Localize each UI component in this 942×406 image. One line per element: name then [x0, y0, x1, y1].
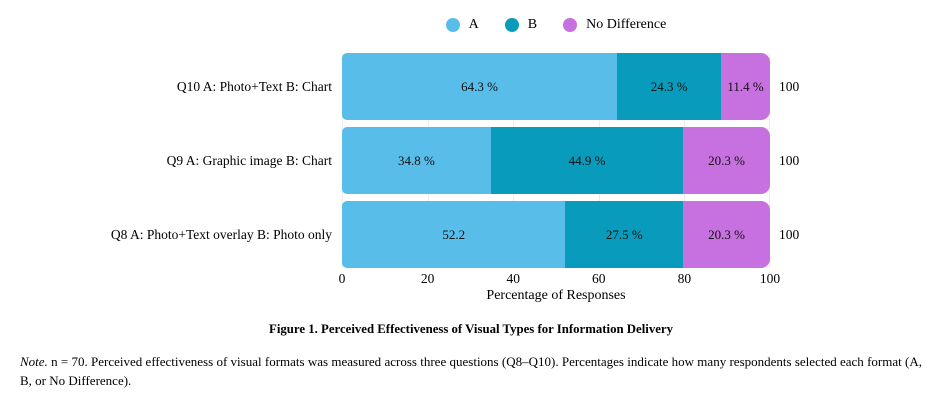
category-label: Q10 A: Photo+Text B: Chart [176, 78, 332, 94]
segment-value-label: 20.3 % [708, 152, 745, 168]
segment-value-label: 52.2 [442, 226, 466, 242]
x-tick-label: 0 [338, 271, 346, 286]
bar-segment-no-difference: 20.3 % [683, 201, 770, 268]
bar-segment-b: 44.9 % [490, 127, 684, 194]
stacked-bar-q9: 34.8 % 44.9 % 20.3 % [342, 127, 770, 194]
x-tick-label: 80 [677, 271, 692, 286]
category-label: Q8 A: Photo+Text overlay B: Photo only [110, 226, 332, 242]
legend-item-b: B [504, 17, 538, 32]
x-tick-label: 20 [420, 271, 435, 286]
x-axis-title: Percentage of Responses [486, 288, 626, 303]
bar-segment-b: 27.5 % [565, 201, 684, 268]
bar-row-q10: Q10 A: Photo+Text B: Chart 64.3 % 24.3 %… [0, 53, 860, 120]
segment-value-label: 24.3 % [650, 78, 688, 94]
note-text: n = 70. Perceived effectiveness of visua… [20, 354, 922, 389]
bar-row-q8: Q8 A: Photo+Text overlay B: Photo only 5… [0, 201, 860, 268]
bar-total-label: 100 [779, 152, 800, 168]
category-label: Q9 A: Graphic image B: Chart [166, 152, 332, 168]
bar-row-q9: Q9 A: Graphic image B: Chart 34.8 % 44.9… [0, 127, 860, 194]
figure-note: Note. n = 70. Perceived effectiveness of… [20, 352, 922, 390]
x-tick-label: 60 [592, 271, 606, 286]
x-axis-ticks: 0 20 40 60 80 100 [338, 271, 781, 288]
note-label: Note. [20, 354, 48, 369]
legend-swatch-no-difference-icon [563, 18, 578, 32]
legend-label: A [468, 17, 479, 32]
x-tick-label: 100 [759, 271, 781, 286]
bar-segment-no-difference: 11.4 % [721, 53, 770, 120]
segment-value-label: 27.5 % [605, 226, 643, 242]
bar-segment-a: 34.8 % [342, 127, 491, 194]
legend-item-a: A [445, 17, 479, 32]
bar-segment-no-difference: 20.3 % [683, 127, 770, 194]
stacked-bar-q8: 52.2 27.5 % 20.3 % [342, 201, 770, 268]
legend-item-no-difference: No Difference [563, 18, 666, 32]
bar-rows: Q10 A: Photo+Text B: Chart 64.3 % 24.3 %… [0, 53, 860, 268]
bar-total-label: 100 [779, 78, 800, 94]
chart-legend: A B No Difference [342, 14, 770, 36]
segment-value-label: 11.4 % [727, 78, 764, 94]
segment-value-label: 34.8 % [398, 152, 435, 168]
legend-label: No Difference [586, 17, 667, 32]
figure-caption: Figure 1. Perceived Effectiveness of Vis… [269, 322, 673, 336]
bar-segment-a: 64.3 % [342, 53, 618, 120]
bar-segment-b: 24.3 % [617, 53, 722, 120]
legend-label: B [527, 17, 538, 32]
legend-swatch-b-icon [504, 18, 519, 32]
legend-swatch-a-icon [445, 18, 460, 32]
segment-value-label: 64.3 % [461, 78, 499, 94]
x-tick-label: 40 [506, 271, 520, 286]
bar-segment-a: 52.2 [342, 201, 566, 268]
bar-total-label: 100 [779, 226, 800, 242]
segment-value-label: 44.9 % [568, 152, 606, 168]
segment-value-label: 20.3 % [708, 226, 745, 242]
stacked-bar-q10: 64.3 % 24.3 % 11.4 % [342, 53, 770, 120]
